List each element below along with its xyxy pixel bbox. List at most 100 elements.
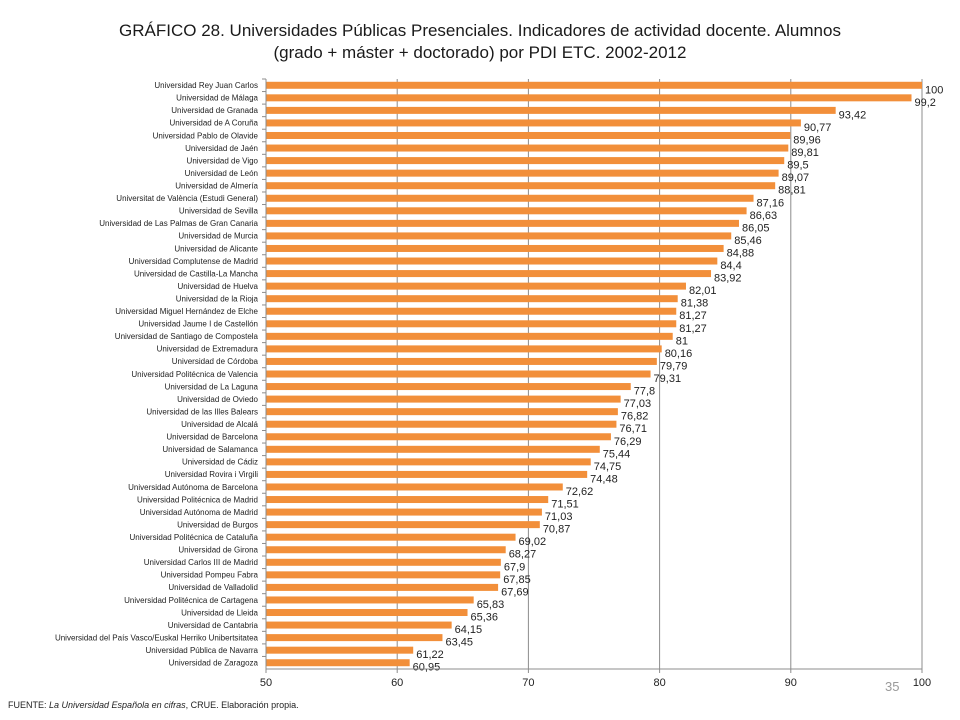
category-label: Universidad de Alicante — [174, 244, 258, 253]
category-label: Universidad de las Illes Balears — [146, 407, 258, 416]
value-label: 82,01 — [689, 285, 717, 297]
bar — [266, 94, 912, 102]
source-note: FUENTE: La Universidad Española en cifra… — [8, 700, 299, 710]
category-label: Universidad de Santiago de Compostela — [115, 332, 259, 341]
bar — [266, 533, 516, 541]
category-label: Universidad Pública de Navarra — [146, 646, 259, 655]
bar — [266, 445, 600, 453]
bar — [266, 332, 673, 340]
bar — [266, 257, 718, 265]
chart-title-line-1: GRÁFICO 28. Universidades Públicas Prese… — [119, 21, 841, 40]
bar — [266, 307, 677, 315]
bar — [266, 646, 414, 654]
source-prefix: FUENTE: — [8, 700, 50, 710]
bar — [266, 282, 686, 290]
value-label: 70,87 — [543, 524, 571, 536]
bar — [266, 496, 549, 504]
bar — [266, 395, 621, 403]
bar — [266, 546, 506, 554]
category-label: Universidad de Valladolid — [168, 583, 258, 592]
x-tick-label: 100 — [913, 677, 931, 689]
category-label: Universidad de Almería — [175, 182, 258, 191]
category-label: Universidad de León — [185, 169, 258, 178]
x-axis: 50 60 70 80 90 100 — [260, 78, 931, 689]
value-label: 86,63 — [750, 210, 778, 222]
value-label: 60,95 — [413, 662, 441, 674]
value-label: 79,31 — [654, 373, 682, 385]
bar — [266, 320, 677, 328]
chart-title-line-2: (grado + máster + doctorado) por PDI ETC… — [273, 43, 687, 62]
bar — [266, 571, 501, 579]
bar — [266, 408, 618, 416]
value-label: 99,2 — [915, 97, 936, 109]
category-label: Universidad de Málaga — [176, 94, 258, 103]
x-tick-label: 70 — [522, 677, 534, 689]
bar — [266, 659, 410, 667]
category-label: Universidad de Huelva — [178, 282, 259, 291]
value-label: 84,4 — [720, 260, 741, 272]
category-label: Universidad Complutense de Madrid — [129, 257, 258, 266]
bar — [266, 596, 474, 604]
bar — [266, 383, 631, 391]
category-label: Universidad Jaume I de Castellón — [138, 320, 258, 329]
value-label: 81,27 — [679, 323, 707, 335]
category-label: Universidad Pompeu Fabra — [161, 571, 259, 580]
value-label: 76,71 — [619, 423, 647, 435]
value-label: 77,03 — [624, 398, 652, 410]
category-label: Universidad de A Coruña — [170, 119, 259, 128]
value-label: 81,27 — [679, 310, 707, 322]
value-label: 67,85 — [503, 574, 531, 586]
value-label: 76,29 — [614, 436, 642, 448]
value-label: 87,16 — [757, 197, 785, 209]
value-label: 86,05 — [742, 222, 770, 234]
category-label: Universidad de Jaén — [185, 144, 258, 153]
category-label: Universidad Rovira i Virgili — [165, 470, 258, 479]
bar — [266, 270, 712, 278]
value-label: 75,44 — [603, 448, 631, 460]
value-label: 80,16 — [665, 348, 693, 360]
bar — [266, 458, 591, 466]
bar — [266, 433, 611, 441]
bar — [266, 420, 617, 428]
category-label: Universidad de Extremadura — [157, 345, 259, 354]
source-title: La Universidad Española en cifras — [49, 700, 186, 710]
value-label: 79,79 — [660, 360, 688, 372]
bar — [266, 157, 785, 165]
category-label: Universidad de Las Palmas de Gran Canari… — [99, 219, 258, 228]
bar — [266, 621, 452, 629]
x-tick-label: 60 — [391, 677, 403, 689]
bar — [266, 483, 563, 491]
category-label: Universidad de Oviedo — [177, 395, 258, 404]
value-label: 67,9 — [504, 561, 525, 573]
value-label: 100 — [925, 84, 943, 96]
x-tick-label: 80 — [653, 677, 665, 689]
value-label: 61,22 — [416, 649, 444, 661]
category-labels: Universidad Rey Juan Carlos Universidad d… — [55, 81, 259, 667]
value-label: 65,83 — [477, 599, 505, 611]
value-label: 81 — [676, 335, 688, 347]
category-label: Universidad de Sevilla — [179, 207, 259, 216]
value-label: 89,96 — [793, 134, 821, 146]
category-label: Universidad Pablo de Olavide — [153, 131, 259, 140]
x-tick-label: 50 — [260, 677, 272, 689]
bar — [266, 244, 724, 252]
bar — [266, 182, 776, 190]
category-label: Universidad de Lleida — [181, 608, 258, 617]
page-number: 35 — [885, 679, 900, 694]
bar — [266, 521, 540, 529]
value-label: 69,02 — [519, 536, 547, 548]
value-label: 72,62 — [566, 486, 594, 498]
category-label: Universidad Politécnica de Cataluña — [129, 533, 258, 542]
category-label: Universidad de Murcia — [178, 232, 258, 241]
category-label: Universidad Carlos III de Madrid — [144, 558, 258, 567]
bar — [266, 119, 801, 127]
category-label: Universidad de la Rioja — [176, 294, 259, 303]
category-label: Universidad Autónoma de Barcelona — [128, 483, 258, 492]
value-label: 81,38 — [681, 298, 709, 310]
category-label: Universidad de Cantabria — [168, 621, 259, 630]
bar — [266, 508, 542, 516]
value-label: 89,5 — [787, 160, 808, 172]
bar — [266, 131, 791, 139]
